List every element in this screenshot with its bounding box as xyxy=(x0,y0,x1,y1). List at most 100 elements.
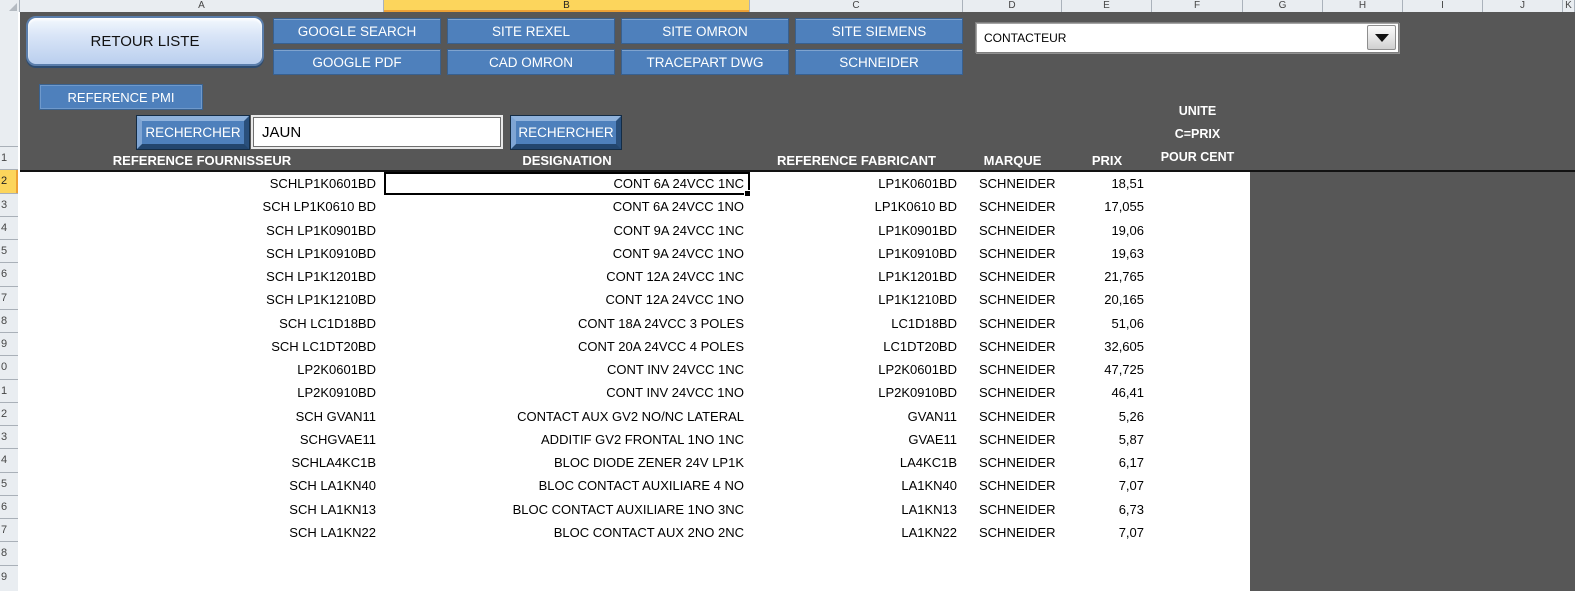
cell-marque[interactable]: SCHNEIDER xyxy=(979,524,1056,540)
cell-prix[interactable]: 46,41 xyxy=(1111,385,1144,401)
cell-reference-fournisseur[interactable]: SCH LC1DT20BD xyxy=(271,338,376,354)
cell-marque[interactable]: SCHNEIDER xyxy=(979,338,1056,354)
cell-reference-fournisseur[interactable]: LP2K0910BD xyxy=(297,385,376,401)
cell-reference-fabricant[interactable]: GVAE11 xyxy=(908,431,957,447)
column-header[interactable]: H xyxy=(1323,0,1403,12)
cell-marque[interactable]: SCHNEIDER xyxy=(979,292,1056,308)
reference-pmi-button[interactable]: REFERENCE PMI xyxy=(40,85,202,109)
cell-prix[interactable]: 20,165 xyxy=(1104,292,1144,308)
cell-marque[interactable]: SCHNEIDER xyxy=(979,315,1056,331)
cell-marque[interactable]: SCHNEIDER xyxy=(979,478,1056,494)
column-header[interactable]: E xyxy=(1062,0,1152,12)
cell-designation[interactable]: CONT INV 24VCC 1NO xyxy=(606,385,744,401)
row-header[interactable]: 8 xyxy=(0,541,18,564)
cell-designation[interactable]: CONT 6A 24VCC 1NC xyxy=(384,172,751,198)
cell-reference-fabricant[interactable]: LP2K0910BD xyxy=(878,385,957,401)
row-header[interactable]: 8 xyxy=(0,308,18,332)
cell-prix[interactable]: 6,17 xyxy=(1118,455,1144,471)
cell-reference-fournisseur[interactable]: SCH LA1KN40 xyxy=(289,478,376,494)
cell-marque[interactable]: SCHNEIDER xyxy=(979,269,1056,285)
cell-reference-fabricant[interactable]: LA4KC1B xyxy=(899,455,957,471)
row-header[interactable]: 0 xyxy=(0,355,18,378)
retour-liste-button[interactable]: RETOUR LISTE xyxy=(26,16,264,66)
cell-designation[interactable]: CONT INV 24VCC 1NC xyxy=(606,362,744,378)
cell-designation[interactable]: CONT 6A 24VCC 1NO xyxy=(612,199,744,215)
cell-reference-fabricant[interactable]: LP1K0901BD xyxy=(878,222,957,238)
cell-designation[interactable]: CONT 9A 24VCC 1NO xyxy=(612,245,744,261)
cell-prix[interactable]: 6,73 xyxy=(1118,501,1144,517)
cell-reference-fabricant[interactable]: LP1K1201BD xyxy=(878,269,957,285)
cell-reference-fabricant[interactable]: LP1K1210BD xyxy=(878,292,957,308)
cell-reference-fabricant[interactable]: LA1KN22 xyxy=(901,524,957,540)
column-header[interactable]: I xyxy=(1403,0,1483,12)
cell-designation[interactable]: BLOC CONTACT AUX 2NO 2NC xyxy=(553,524,744,540)
column-header[interactable]: B xyxy=(384,0,750,12)
cell-reference-fabricant[interactable]: LP1K0910BD xyxy=(878,245,957,261)
cell-designation[interactable]: BLOC CONTACT AUXILIARE 4 NO xyxy=(538,478,744,494)
row-header[interactable]: 9 xyxy=(0,564,18,588)
row-header[interactable]: 7 xyxy=(0,285,18,309)
row-header[interactable]: 3 xyxy=(0,192,18,216)
cell-marque[interactable]: SCHNEIDER xyxy=(979,362,1056,378)
row-header[interactable]: 5 xyxy=(0,239,18,262)
cell-designation[interactable]: BLOC DIODE ZENER 24V LP1K xyxy=(553,455,744,471)
cell-reference-fournisseur[interactable]: SCH GVAN11 xyxy=(295,408,376,424)
column-header[interactable]: C xyxy=(750,0,963,12)
select-all-corner[interactable] xyxy=(0,0,20,12)
cell-prix[interactable]: 7,07 xyxy=(1118,524,1144,540)
cell-designation[interactable]: CONT 12A 24VCC 1NC xyxy=(606,269,744,285)
column-header[interactable]: G xyxy=(1243,0,1323,12)
nav-button[interactable]: GOOGLE PDF xyxy=(273,49,441,75)
row-header[interactable]: 6 xyxy=(0,262,18,285)
cell-prix[interactable]: 47,725 xyxy=(1104,362,1144,378)
row-header[interactable]: 4 xyxy=(0,448,18,471)
row-header[interactable]: 7 xyxy=(0,518,18,541)
column-header[interactable]: F xyxy=(1152,0,1243,12)
cell-designation[interactable]: CONT 12A 24VCC 1NO xyxy=(605,292,744,308)
row-header[interactable]: 1 xyxy=(0,146,18,169)
cell-designation[interactable]: CONT 9A 24VCC 1NC xyxy=(613,222,744,238)
cell-marque[interactable]: SCHNEIDER xyxy=(979,408,1056,424)
cell-prix[interactable]: 7,07 xyxy=(1118,478,1144,494)
cell-reference-fabricant[interactable]: LA1KN13 xyxy=(901,501,957,517)
cell-reference-fournisseur[interactable]: SCHGVAE11 xyxy=(299,431,376,447)
cell-marque[interactable]: SCHNEIDER xyxy=(979,245,1056,261)
category-dropdown[interactable]: CONTACTEUR xyxy=(975,22,1399,53)
row-header[interactable]: 1 xyxy=(0,378,18,402)
cell-reference-fournisseur[interactable]: SCHLA4KC1B xyxy=(291,455,376,471)
cell-reference-fournisseur[interactable]: SCH LP1K1210BD xyxy=(266,292,376,308)
cell-reference-fournisseur[interactable]: SCH LA1KN13 xyxy=(289,501,376,517)
cell-prix[interactable]: 32,605 xyxy=(1104,338,1144,354)
row-header[interactable]: 9 xyxy=(0,332,18,355)
column-header[interactable]: D xyxy=(963,0,1062,12)
cell-marque[interactable]: SCHNEIDER xyxy=(979,222,1056,238)
row-header[interactable]: 2 xyxy=(0,401,18,425)
cell-prix[interactable]: 5,26 xyxy=(1118,408,1144,424)
cell-designation[interactable]: CONT 20A 24VCC 4 POLES xyxy=(578,338,744,354)
cell-reference-fournisseur[interactable]: SCH LA1KN22 xyxy=(289,524,376,540)
nav-button[interactable]: SCHNEIDER xyxy=(795,49,963,75)
cell-marque[interactable]: SCHNEIDER xyxy=(979,501,1056,517)
cell-reference-fabricant[interactable]: LP1K0601BD xyxy=(878,176,957,192)
cell-designation[interactable]: BLOC CONTACT AUXILIARE 1NO 3NC xyxy=(512,501,744,517)
cell-reference-fabricant[interactable]: LC1D18BD xyxy=(891,315,957,331)
nav-button[interactable]: SITE REXEL xyxy=(447,18,615,44)
cell-prix[interactable]: 5,87 xyxy=(1118,431,1144,447)
cell-marque[interactable]: SCHNEIDER xyxy=(979,199,1056,215)
row-header[interactable]: 3 xyxy=(0,425,18,448)
cell-reference-fabricant[interactable]: LA1KN40 xyxy=(901,478,957,494)
cell-prix[interactable]: 17,055 xyxy=(1104,199,1144,215)
column-header[interactable]: J xyxy=(1483,0,1563,12)
dropdown-arrow-button[interactable] xyxy=(1367,25,1396,50)
cell-designation[interactable]: CONTACT AUX GV2 NO/NC LATERAL xyxy=(517,408,744,424)
row-header[interactable]: 2 xyxy=(0,169,18,193)
cell-marque[interactable]: SCHNEIDER xyxy=(979,385,1056,401)
rechercher-designation-button[interactable]: RECHERCHER xyxy=(510,115,622,150)
nav-button[interactable]: SITE SIEMENS xyxy=(795,18,963,44)
cell-reference-fournisseur[interactable]: SCH LP1K0610 BD xyxy=(262,199,376,215)
row-header[interactable]: 6 xyxy=(0,494,18,518)
cell-reference-fournisseur[interactable]: SCH LP1K0901BD xyxy=(266,222,376,238)
cell-reference-fournisseur[interactable]: LP2K0601BD xyxy=(297,362,376,378)
cell-reference-fournisseur[interactable]: SCH LC1D18BD xyxy=(279,315,376,331)
cell-marque[interactable]: SCHNEIDER xyxy=(979,176,1056,192)
